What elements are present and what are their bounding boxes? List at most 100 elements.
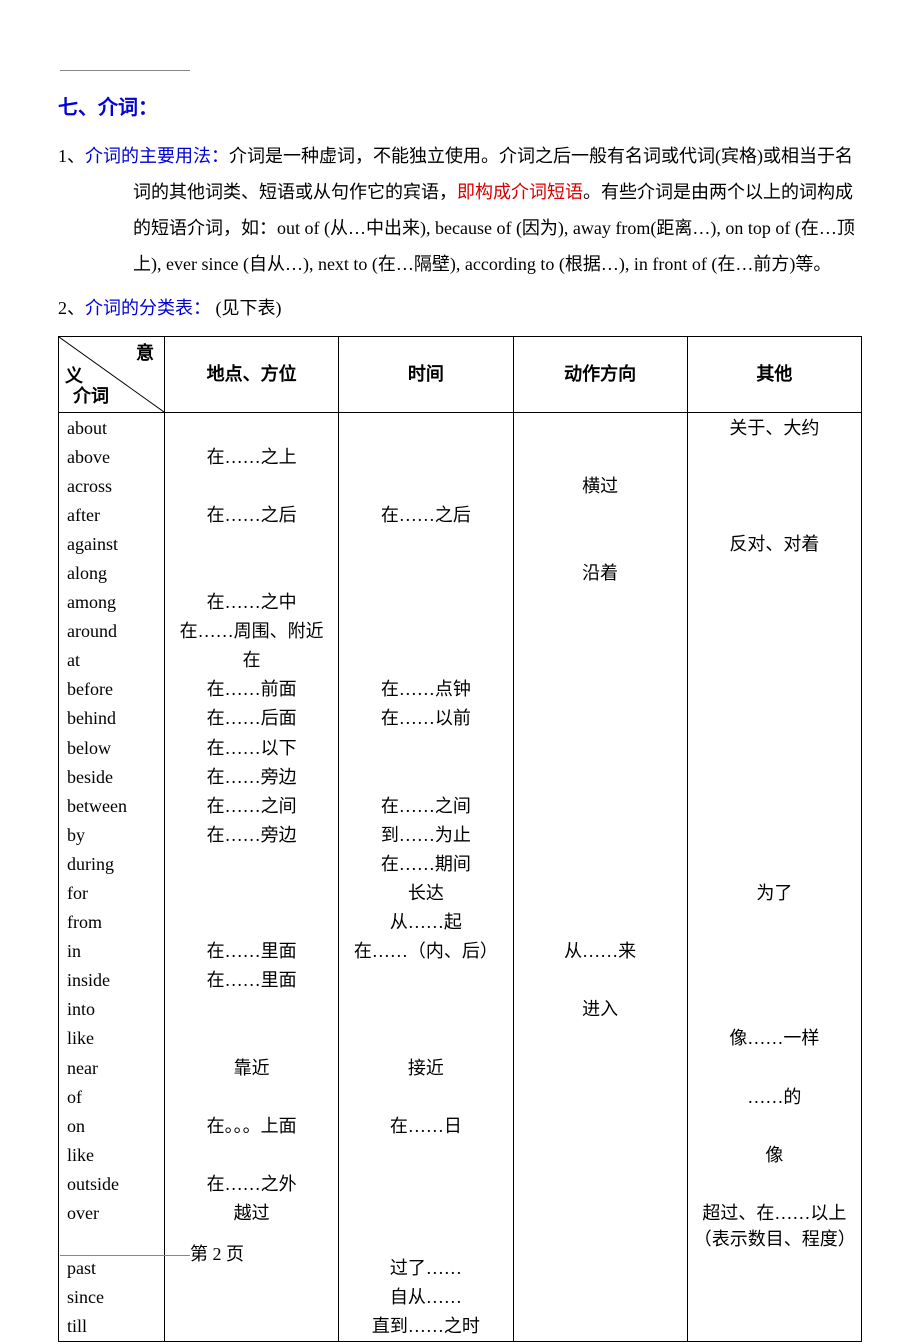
meaning-cell <box>687 1053 861 1082</box>
meaning-cell <box>339 762 513 791</box>
meaning-cell <box>339 733 513 762</box>
meaning-cell: 在……之后 <box>339 500 513 529</box>
col-header: 时间 <box>339 337 513 413</box>
table-row: inside在……里面 <box>59 966 862 995</box>
meaning-cell: 在……之间 <box>339 791 513 820</box>
meaning-cell: 在……前面 <box>165 675 339 704</box>
meaning-cell: 从……起 <box>339 908 513 937</box>
meaning-cell: 从……来 <box>513 937 687 966</box>
meaning-cell <box>687 500 861 529</box>
meaning-cell: 为了 <box>687 879 861 908</box>
meaning-cell <box>513 675 687 704</box>
table-row: outside在……之外 <box>59 1169 862 1198</box>
meaning-cell <box>165 558 339 587</box>
preposition-cell: for <box>59 879 165 908</box>
meaning-cell <box>513 791 687 820</box>
meaning-cell: 像 <box>687 1140 861 1169</box>
meaning-cell <box>687 617 861 646</box>
table-row: along沿着 <box>59 558 862 587</box>
meaning-cell: 在……之中 <box>165 588 339 617</box>
meaning-cell: 在 <box>165 646 339 675</box>
meaning-cell <box>687 908 861 937</box>
meaning-cell: 过了…… <box>339 1254 513 1283</box>
meaning-cell <box>687 558 861 587</box>
table-row: before在……前面在……点钟 <box>59 675 862 704</box>
table-header-row: 意 义 介词 地点、方位 时间 动作方向 其他 <box>59 337 862 413</box>
meaning-cell: 在……后面 <box>165 704 339 733</box>
table-row: till直到……之时 <box>59 1312 862 1342</box>
meaning-cell <box>687 442 861 471</box>
meaning-cell <box>513 1199 687 1254</box>
meaning-cell <box>513 500 687 529</box>
meaning-cell <box>339 442 513 471</box>
table-row: across横过 <box>59 471 862 500</box>
table-row: into进入 <box>59 995 862 1024</box>
preposition-cell: inside <box>59 966 165 995</box>
meaning-cell: 像……一样 <box>687 1024 861 1053</box>
col-header: 其他 <box>687 337 861 413</box>
preposition-cell: about <box>59 413 165 443</box>
paragraph-2: 2、介词的分类表： (见下表) <box>58 290 862 326</box>
table-row: near靠近接近 <box>59 1053 862 1082</box>
table-row: by在……旁边到……为止 <box>59 820 862 849</box>
meaning-cell <box>687 588 861 617</box>
table-row: on在。。。上面在……日 <box>59 1111 862 1140</box>
p1-number: 1、 <box>58 146 85 166</box>
meaning-cell: 自从…… <box>339 1283 513 1312</box>
meaning-cell <box>513 704 687 733</box>
meaning-cell <box>339 588 513 617</box>
meaning-cell: 在……（内、后） <box>339 937 513 966</box>
table-row: below在……以下 <box>59 733 862 762</box>
preposition-table: 意 义 介词 地点、方位 时间 动作方向 其他 about关于、大约above在… <box>58 336 862 1342</box>
table-row: since自从…… <box>59 1283 862 1312</box>
paragraph-1: 1、介词的主要用法：介词是一种虚词，不能独立使用。介词之后一般有名词或代词(宾格… <box>58 138 862 282</box>
meaning-cell <box>339 617 513 646</box>
meaning-cell <box>513 879 687 908</box>
meaning-cell <box>165 529 339 558</box>
preposition-cell: like <box>59 1024 165 1053</box>
meaning-cell: 在……旁边 <box>165 820 339 849</box>
meaning-cell <box>687 995 861 1024</box>
diag-label-bot: 介词 <box>73 383 109 409</box>
meaning-cell: 在……日 <box>339 1111 513 1140</box>
table-row: beside在……旁边 <box>59 762 862 791</box>
meaning-cell <box>513 1140 687 1169</box>
meaning-cell: 关于、大约 <box>687 413 861 443</box>
meaning-cell <box>339 1024 513 1053</box>
preposition-cell: in <box>59 937 165 966</box>
preposition-cell: below <box>59 733 165 762</box>
meaning-cell <box>339 1199 513 1254</box>
meaning-cell: 在……期间 <box>339 849 513 878</box>
meaning-cell <box>687 966 861 995</box>
meaning-cell <box>513 849 687 878</box>
p1-red: 即构成介词短语 <box>457 182 583 202</box>
meaning-cell <box>513 1053 687 1082</box>
meaning-cell: 到……为止 <box>339 820 513 849</box>
meaning-cell: 在……周围、附近 <box>165 617 339 646</box>
meaning-cell <box>165 1312 339 1342</box>
meaning-cell <box>687 675 861 704</box>
meaning-cell <box>513 1082 687 1111</box>
meaning-cell <box>165 1283 339 1312</box>
meaning-cell <box>339 1140 513 1169</box>
meaning-cell <box>687 733 861 762</box>
table-row: from从……起 <box>59 908 862 937</box>
meaning-cell: 在……之外 <box>165 1169 339 1198</box>
meaning-cell <box>513 442 687 471</box>
meaning-cell <box>339 413 513 443</box>
table-body: about关于、大约above在……之上across横过after在……之后在…… <box>59 413 862 1342</box>
meaning-cell <box>513 820 687 849</box>
meaning-cell: 靠近 <box>165 1053 339 1082</box>
preposition-cell: before <box>59 675 165 704</box>
diagonal-header-cell: 意 义 介词 <box>59 337 165 413</box>
table-row: against反对、对着 <box>59 529 862 558</box>
table-row: like像 <box>59 1140 862 1169</box>
top-horizontal-rule <box>60 70 190 71</box>
meaning-cell <box>165 471 339 500</box>
meaning-cell <box>687 1111 861 1140</box>
preposition-cell: between <box>59 791 165 820</box>
meaning-cell <box>687 1283 861 1312</box>
meaning-cell <box>513 1169 687 1198</box>
table-row: after在……之后在……之后 <box>59 500 862 529</box>
diag-label-top: 意 <box>136 340 154 366</box>
